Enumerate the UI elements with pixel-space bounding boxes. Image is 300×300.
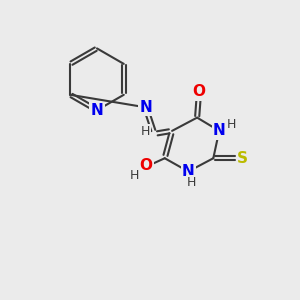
Text: H: H xyxy=(227,118,236,131)
Text: H: H xyxy=(140,125,150,138)
Text: H: H xyxy=(187,176,196,189)
Text: N: N xyxy=(139,100,152,115)
Text: O: O xyxy=(192,85,205,100)
Text: N: N xyxy=(213,123,226,138)
Text: O: O xyxy=(140,158,152,173)
Text: N: N xyxy=(91,103,103,118)
Text: S: S xyxy=(237,151,248,166)
Text: N: N xyxy=(182,164,195,179)
Text: H: H xyxy=(129,169,139,182)
